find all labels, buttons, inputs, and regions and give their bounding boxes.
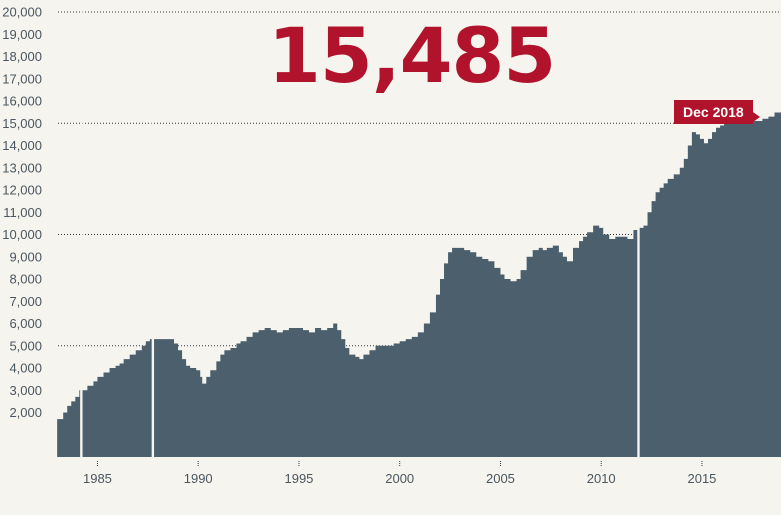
y-tick-label: 12,000 (2, 183, 42, 198)
series-area (57, 112, 781, 457)
y-tick-label: 3,000 (9, 383, 42, 398)
y-tick-label: 6,000 (9, 316, 42, 331)
x-tick-label: 1985 (83, 471, 112, 486)
x-axis: 1985 1990 1995 2000 2005 2010 2015 (83, 461, 716, 486)
y-tick-label: 14,000 (2, 138, 42, 153)
x-tick-label: 1990 (184, 471, 213, 486)
y-tick-label: 20,000 (2, 5, 42, 20)
date-callout: Dec 2018 (674, 100, 760, 124)
y-tick-label: 2,000 (9, 405, 42, 420)
gap-line (151, 0, 155, 457)
y-tick-label: 9,000 (9, 249, 42, 264)
y-axis: 2,000 3,000 4,000 5,000 6,000 7,000 8,000 9,000… (2, 5, 42, 421)
y-tick-label: 10,000 (2, 227, 42, 242)
y-tick-label: 16,000 (2, 94, 42, 109)
y-tick-label: 19,000 (2, 27, 42, 42)
gap-line (80, 0, 83, 457)
y-tick-label: 5,000 (9, 338, 42, 353)
y-tick-label: 13,000 (2, 160, 42, 175)
y-tick-label: 15,000 (2, 116, 42, 131)
x-tick-label: 1995 (284, 471, 313, 486)
y-tick-label: 8,000 (9, 272, 42, 287)
reference-lines (58, 11, 781, 347)
headline-value: 15,485 (268, 11, 556, 100)
gap-lines (80, 0, 640, 457)
x-tick-label: 2010 (587, 471, 616, 486)
y-tick-label: 11,000 (3, 205, 42, 220)
y-tick-label: 7,000 (9, 294, 42, 309)
y-tick-label: 17,000 (2, 71, 42, 86)
x-tick-label: 2005 (486, 471, 515, 486)
x-tick-label: 2015 (687, 471, 716, 486)
y-tick-label: 18,000 (2, 49, 42, 64)
gap-line (637, 0, 640, 457)
y-tick-label: 4,000 (9, 361, 42, 376)
x-tick-label: 2000 (385, 471, 414, 486)
